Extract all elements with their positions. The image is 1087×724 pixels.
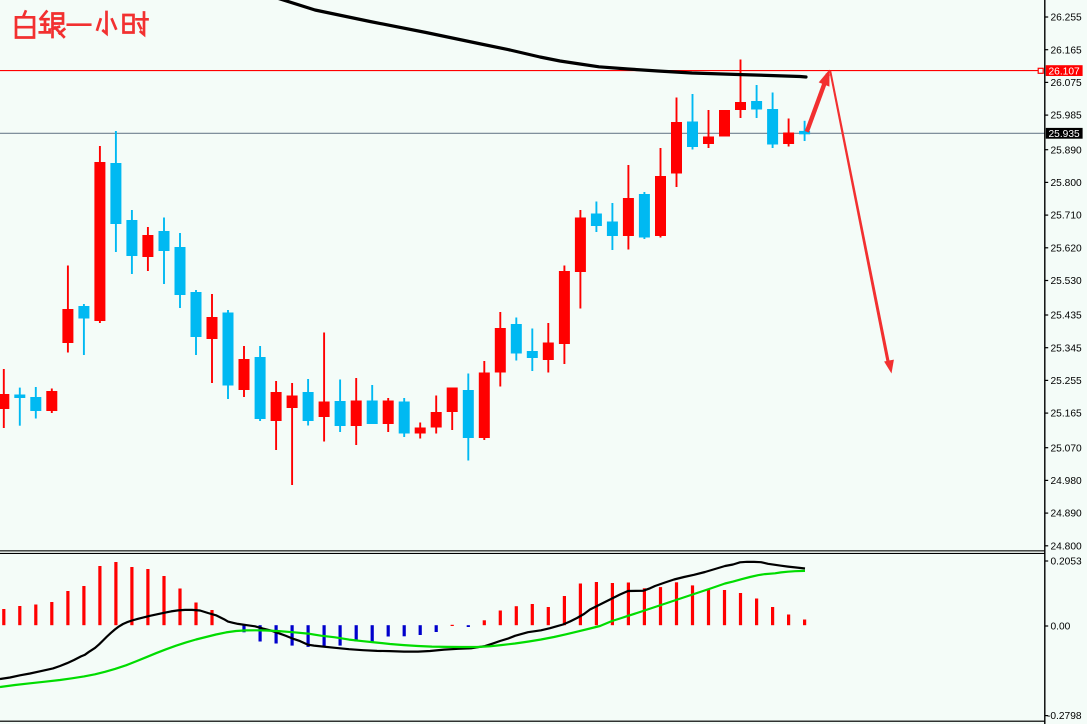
svg-text:24.980: 24.980 — [1051, 476, 1082, 487]
svg-text:26.255: 26.255 — [1051, 13, 1082, 24]
svg-text:-0.2798: -0.2798 — [1047, 711, 1082, 722]
svg-text:0.2053: 0.2053 — [1051, 557, 1082, 568]
svg-text:26.165: 26.165 — [1051, 45, 1082, 56]
svg-text:25.435: 25.435 — [1051, 311, 1082, 322]
svg-text:24.800: 24.800 — [1051, 541, 1082, 552]
svg-text:25.530: 25.530 — [1051, 276, 1082, 287]
svg-text:26.107: 26.107 — [1049, 66, 1080, 77]
svg-text:25.165: 25.165 — [1051, 409, 1082, 420]
svg-text:24.890: 24.890 — [1051, 509, 1082, 520]
svg-text:25.255: 25.255 — [1051, 376, 1082, 387]
svg-text:25.710: 25.710 — [1051, 211, 1082, 222]
svg-text:25.070: 25.070 — [1051, 443, 1082, 454]
svg-text:25.985: 25.985 — [1051, 111, 1082, 122]
svg-text:26.075: 26.075 — [1051, 78, 1082, 89]
svg-text:25.620: 25.620 — [1051, 243, 1082, 254]
svg-text:25.800: 25.800 — [1051, 178, 1082, 189]
svg-text:25.935: 25.935 — [1049, 129, 1080, 140]
svg-text:25.345: 25.345 — [1051, 343, 1082, 354]
svg-text:25.890: 25.890 — [1051, 145, 1082, 156]
svg-text:0.00: 0.00 — [1051, 622, 1071, 633]
